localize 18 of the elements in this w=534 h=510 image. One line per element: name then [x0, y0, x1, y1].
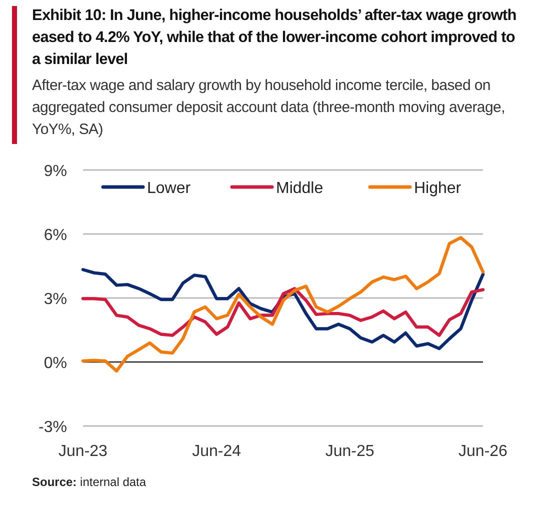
x-tick-label: Jun-25: [325, 443, 374, 460]
x-tick-label: Jun-26: [458, 443, 508, 460]
chart-subtitle: After-tax wage and salary growth by household income tercile, based on aggregated consumer deposit account data (three-month moving average, YoY%, SA): [32, 76, 506, 140]
y-tick-label: 9%: [44, 163, 67, 180]
line-series: [81, 268, 485, 350]
y-tick-label: 6%: [44, 227, 67, 244]
legend-label: Middle: [276, 180, 324, 197]
y-tick-label: -3%: [38, 419, 67, 436]
x-tick-label: Jun-24: [192, 443, 242, 460]
source-note: Source: internal data: [32, 475, 146, 489]
line-series: [81, 287, 485, 337]
legend-label: Higher: [414, 180, 462, 197]
y-tick-label: 0%: [44, 355, 67, 372]
line-series: [81, 236, 485, 373]
chart-title: Exhibit 10: In June, higher-income households’ after-tax wage growth eased to 4.2% YoY, while that of the lower-income cohort improved to a similar level: [32, 6, 518, 70]
x-tick-label: Jun-23: [58, 443, 108, 460]
legend-label: Lower: [147, 180, 192, 197]
y-tick-label: 3%: [44, 291, 67, 308]
